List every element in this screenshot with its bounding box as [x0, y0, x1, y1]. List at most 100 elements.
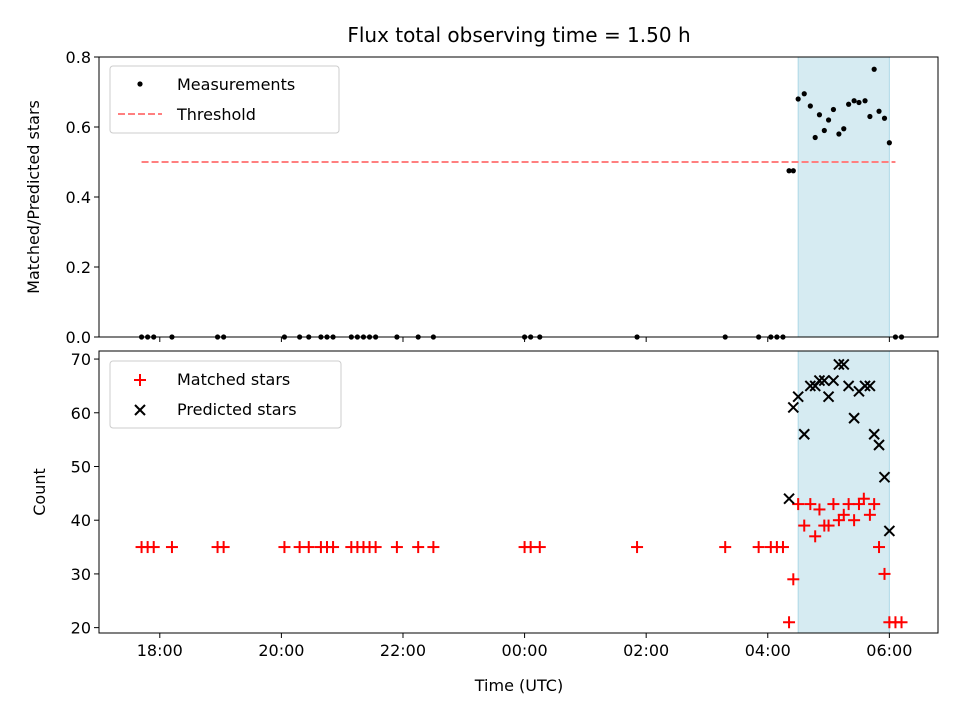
predicted-star-point: [783, 493, 795, 505]
measurement-point: [841, 126, 847, 132]
predicted-star-point: [883, 525, 896, 537]
top-legend: Measurements Threshold: [109, 65, 340, 134]
matched-star-point: [327, 541, 340, 554]
bottom-shaded-span: [797, 350, 890, 634]
matched-star-point: [390, 541, 403, 554]
top-shaded-span: [797, 56, 890, 338]
legend-predicted-marker: [134, 404, 146, 416]
matched-star-point: [752, 541, 765, 554]
predicted-star-point: [787, 401, 800, 414]
matched-star-point: [533, 541, 546, 554]
chart-title: Flux total observing time = 1.50 h: [347, 23, 690, 47]
measurement-point: [876, 108, 882, 114]
top-panel: 0.00.20.40.60.8 Matched/Predicted stars …: [24, 48, 939, 347]
matched-star-point: [842, 498, 855, 511]
legend-measurements-label: Measurements: [177, 75, 295, 94]
bottom-xtick-label: 02:00: [623, 641, 669, 660]
predicted-star-point: [873, 439, 885, 451]
bottom-ytick-label: 60: [71, 404, 91, 423]
matched-star-point: [809, 530, 822, 543]
bottom-panel-frame: [98, 350, 939, 634]
matched-star-point: [302, 541, 315, 554]
matched-star-point: [895, 616, 908, 629]
top-ytick-label: 0.8: [66, 48, 91, 67]
bottom-xtick-label: 00:00: [502, 641, 548, 660]
predicted-star-point: [827, 374, 840, 387]
predicted-star-point: [813, 374, 826, 387]
matched-star-point: [278, 541, 291, 554]
bottom-xtick-label: 20:00: [258, 641, 304, 660]
matched-star-point: [369, 541, 382, 554]
top-y-axis-label: Matched/Predicted stars: [24, 100, 43, 294]
bottom-xtick-label: 06:00: [866, 641, 912, 660]
predicted-star-point: [818, 374, 831, 387]
matched-star-point: [798, 519, 811, 532]
matched-star-point: [217, 541, 230, 554]
measurement-point: [871, 66, 877, 72]
bottom-legend-box: [109, 360, 342, 429]
matched-star-point: [147, 541, 160, 554]
matched-star-point: [631, 541, 644, 554]
predicted-star-point: [864, 380, 876, 392]
bottom-legend: Matched stars Predicted stars: [109, 360, 342, 429]
matched-star-point: [822, 519, 835, 532]
measurement-point: [881, 115, 888, 121]
legend-predicted-label: Predicted stars: [177, 400, 297, 419]
matched-star-point: [412, 541, 425, 554]
matched-star-point: [878, 567, 891, 580]
matched-star-point: [165, 541, 178, 554]
matched-star-point: [427, 541, 440, 554]
measurement-point: [812, 134, 818, 141]
predicted-star-point: [804, 380, 817, 392]
legend-threshold-label: Threshold: [176, 105, 256, 124]
bottom-x-axis-label: Time (UTC): [474, 676, 563, 695]
matched-star-point: [857, 492, 870, 505]
bottom-xtick-label: 22:00: [380, 641, 426, 660]
bottom-ytick-label: 30: [71, 565, 91, 584]
predicted-star-point: [842, 380, 855, 392]
legend-matched-label: Matched stars: [177, 370, 290, 389]
measurement-point: [867, 113, 873, 120]
matched-star-point: [783, 616, 796, 629]
measurement-point: [856, 99, 862, 106]
top-ytick-label: 0.6: [66, 118, 91, 137]
predicted-star-point: [822, 390, 835, 403]
predicted-star-point: [859, 380, 871, 392]
measurement-point: [795, 96, 801, 102]
legend-matched-marker: [134, 374, 146, 386]
bottom-ytick-label: 40: [71, 511, 91, 530]
matched-star-point: [792, 498, 805, 511]
measurement-point: [821, 127, 827, 134]
bottom-ytick-label: 20: [71, 619, 91, 638]
measurement-point: [862, 98, 868, 104]
matched-star-point: [873, 541, 886, 554]
matched-star-point: [719, 541, 732, 554]
measurement-point: [836, 131, 842, 137]
measurement-point: [816, 112, 823, 118]
predicted-star-point: [868, 428, 880, 440]
bottom-ytick-label: 70: [71, 350, 91, 369]
measurement-point: [801, 91, 807, 97]
measurement-point: [830, 106, 837, 113]
matched-star-point: [837, 508, 850, 521]
measurement-point: [790, 168, 796, 174]
top-ytick-label: 0.2: [66, 258, 91, 277]
bottom-xtick-label: 18:00: [137, 641, 183, 660]
predicted-star-point: [878, 471, 891, 483]
top-ytick-label: 0.4: [66, 188, 91, 207]
matched-star-point: [813, 503, 826, 516]
top-legend-box: [109, 65, 340, 134]
predicted-star-point: [792, 390, 804, 403]
predicted-star-point: [833, 358, 845, 371]
matched-star-point: [863, 508, 876, 521]
measurement-point: [851, 98, 857, 104]
matched-star-point: [848, 514, 861, 527]
matched-star-point: [787, 573, 800, 586]
predicted-star-point: [838, 358, 850, 371]
measurement-point: [846, 101, 852, 107]
matched-star-point: [776, 541, 789, 554]
matched-star-point: [827, 498, 840, 511]
matched-star-point: [868, 498, 881, 511]
matched-star-point: [804, 498, 817, 511]
